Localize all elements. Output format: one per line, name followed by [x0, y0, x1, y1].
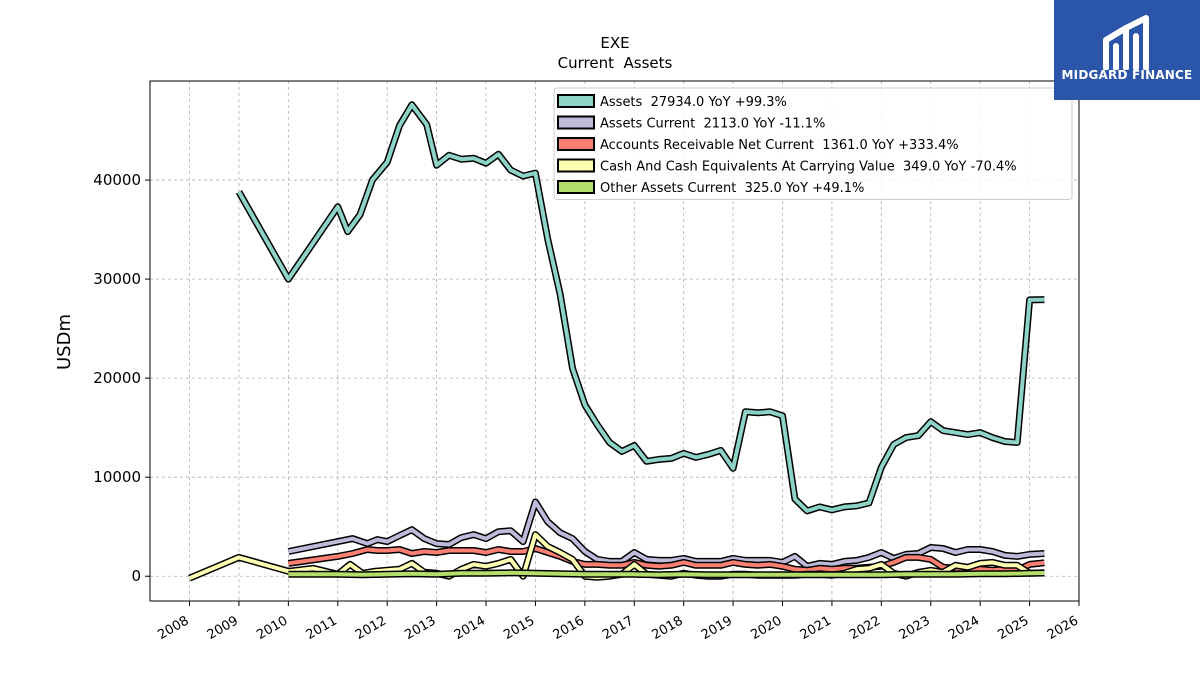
- x-tick-label: 2020: [748, 613, 784, 643]
- series-4: [288, 569, 1045, 579]
- x-tick-label: 2010: [254, 613, 290, 643]
- chart-subtitle: Current Assets: [558, 54, 673, 72]
- plot-frame: [149, 80, 1080, 602]
- series-1: [287, 498, 1045, 570]
- x-tick-label: 2014: [452, 613, 488, 643]
- chart-title: EXE: [600, 34, 629, 52]
- y-tick-label: 10000: [93, 468, 141, 486]
- legend-swatch: [557, 137, 595, 151]
- brand-logo: MIDGARD FINANCE: [1054, 0, 1200, 100]
- x-tick-label: 2023: [897, 613, 933, 643]
- x-tick-label: 2022: [847, 613, 883, 643]
- legend-swatch: [557, 115, 595, 130]
- x-tick-label: 2021: [798, 613, 834, 643]
- legend: Assets 27934.0 YoY +99.3% Assets Current …: [553, 87, 1073, 200]
- legend-label: Cash And Cash Equivalents At Carrying Va…: [600, 160, 1017, 175]
- x-tick-label: 2019: [699, 613, 735, 643]
- y-tick-label: 20000: [93, 369, 141, 387]
- x-tick-label: 2009: [205, 613, 241, 643]
- legend-swatch: [557, 94, 595, 108]
- legend-swatch: [557, 180, 595, 194]
- series-line: [237, 102, 1045, 513]
- x-tick-label: 2013: [402, 613, 438, 643]
- y-axis-label: USDm: [54, 314, 75, 370]
- legend-label: Other Assets Current 325.0 YoY +49.1%: [600, 181, 864, 196]
- x-tick-label: 2018: [650, 613, 686, 643]
- x-tick-label: 2015: [501, 613, 537, 643]
- legend-label: Assets 27934.0 YoY +99.3%: [600, 95, 787, 110]
- legend-swatch: [557, 158, 595, 173]
- legend-label: Accounts Receivable Net Current 1361.0 Y…: [600, 138, 959, 153]
- x-tick-label: 2012: [353, 613, 389, 643]
- midgard-logo-icon: [1103, 15, 1149, 70]
- x-tick-label: 2026: [1045, 613, 1081, 643]
- x-tick-label: 2025: [995, 613, 1031, 643]
- y-tick-label: 30000: [93, 270, 141, 288]
- series-0: [235, 101, 1045, 515]
- legend-label: Assets Current 2113.0 YoY -11.1%: [600, 117, 825, 132]
- x-tick-label: 2017: [600, 613, 636, 643]
- series-line: [288, 500, 1045, 569]
- brand-name: MIDGARD FINANCE: [1061, 68, 1193, 82]
- x-tick-label: 2008: [155, 613, 191, 643]
- x-tick-label: 2011: [304, 613, 340, 643]
- y-tick-label: 40000: [93, 171, 141, 189]
- series-line: [288, 546, 1045, 573]
- series-2: [287, 545, 1045, 574]
- x-tick-label: 2016: [551, 613, 587, 643]
- legend-box: [553, 87, 1073, 200]
- x-tick-label: 2024: [946, 613, 982, 643]
- y-tick-label: 0: [131, 567, 141, 585]
- series-layer: [188, 101, 1045, 582]
- series-line: [288, 570, 1045, 577]
